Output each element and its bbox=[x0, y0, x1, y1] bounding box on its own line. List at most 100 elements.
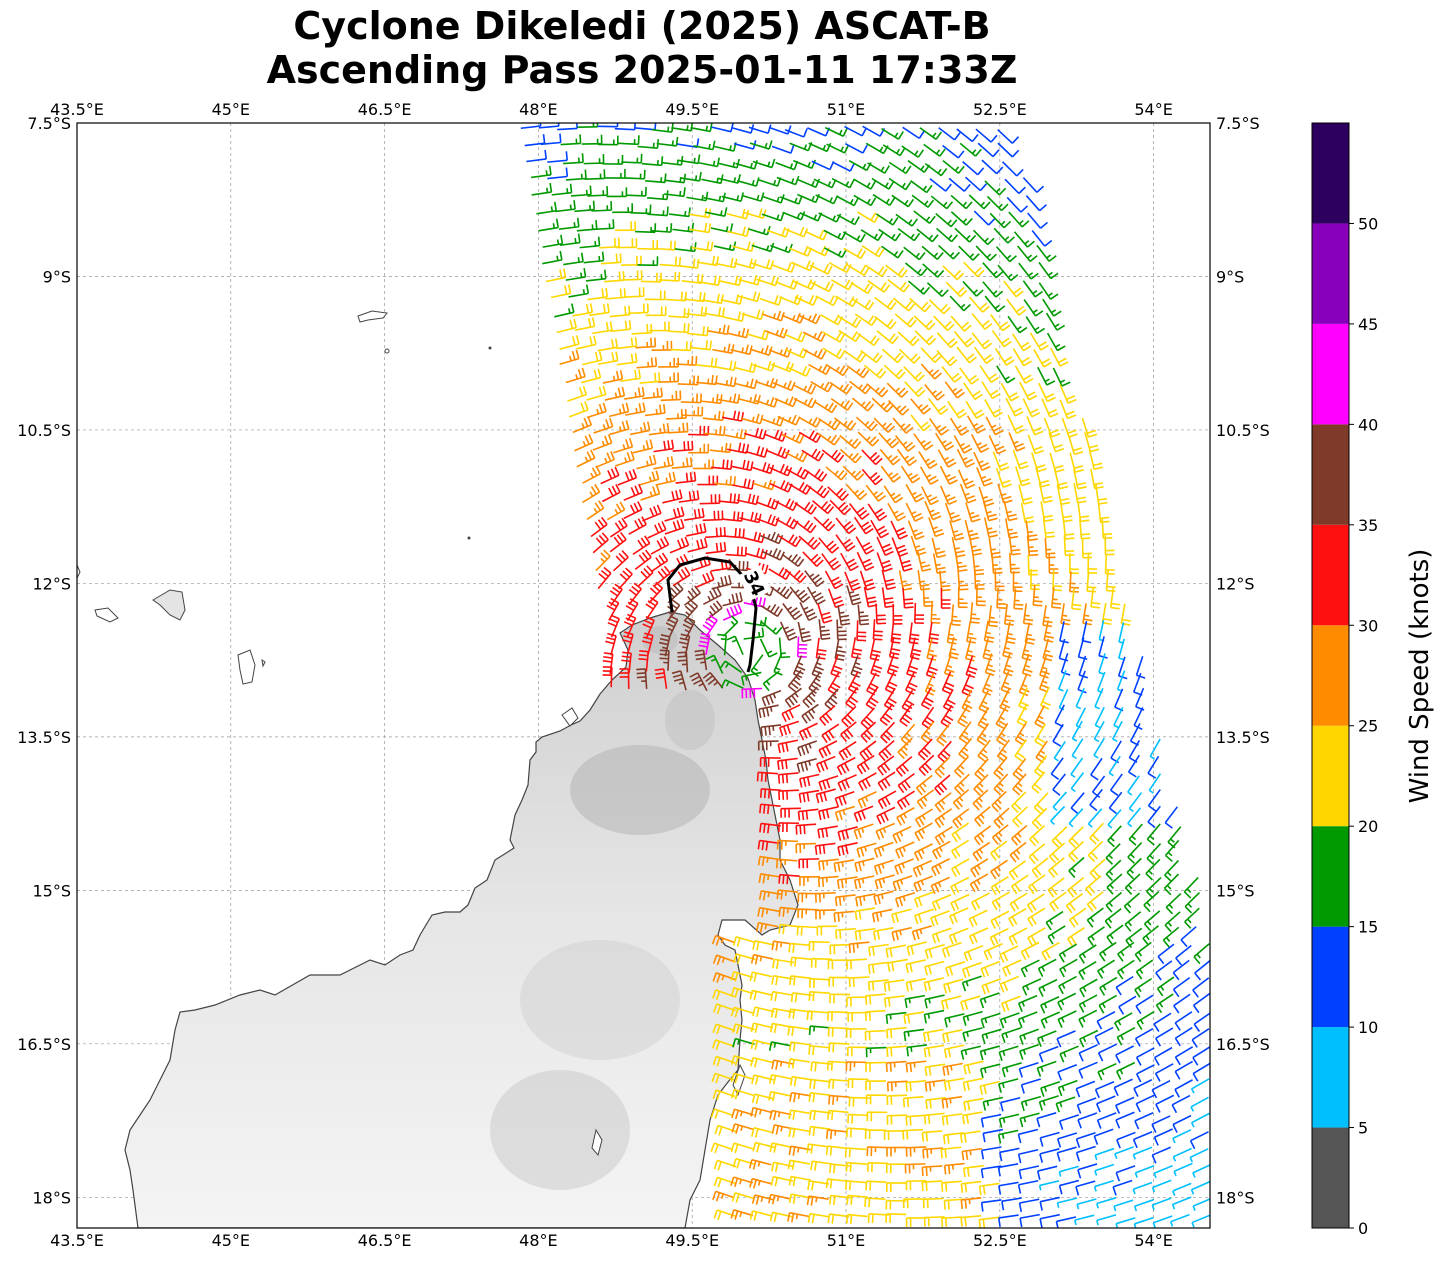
wind-barb bbox=[557, 123, 578, 131]
barb-flag bbox=[737, 494, 740, 504]
barb-half-flag bbox=[670, 593, 675, 598]
barb-staff bbox=[965, 400, 978, 419]
barb-flag bbox=[638, 369, 642, 379]
barb-flag bbox=[717, 633, 727, 637]
barb-flag bbox=[856, 489, 865, 498]
barb-staff bbox=[1058, 638, 1066, 659]
barb-flag bbox=[607, 632, 617, 637]
barb-flag bbox=[929, 215, 936, 224]
barb-staff bbox=[689, 213, 710, 219]
barb-flag bbox=[947, 637, 958, 641]
wind-barb bbox=[971, 332, 993, 350]
wind-barb bbox=[554, 303, 575, 318]
barb-staff bbox=[905, 502, 916, 522]
barb-staff bbox=[984, 399, 996, 418]
barb-flag bbox=[588, 318, 592, 328]
barb-flag bbox=[764, 564, 769, 574]
barb-flag bbox=[628, 320, 632, 330]
barb-flag bbox=[687, 590, 695, 599]
wind-barb bbox=[796, 636, 808, 658]
barb-flag bbox=[756, 547, 761, 557]
barb-staff bbox=[743, 602, 764, 608]
barb-flag bbox=[1065, 410, 1075, 416]
barb-flag bbox=[805, 367, 811, 377]
barb-half-flag bbox=[928, 369, 934, 374]
barb-flag bbox=[779, 586, 787, 595]
barb-half-flag bbox=[1010, 545, 1016, 548]
barb-flag bbox=[892, 216, 899, 226]
barb-flag bbox=[756, 772, 759, 782]
barb-half-flag bbox=[933, 252, 939, 258]
wind-barb bbox=[551, 183, 573, 196]
islet-c bbox=[467, 536, 471, 540]
wind-barb bbox=[907, 520, 925, 541]
wind-barb bbox=[709, 442, 732, 454]
barb-flag bbox=[922, 424, 931, 432]
barb-flag bbox=[849, 162, 856, 172]
wind-barb bbox=[859, 570, 876, 591]
barb-flag bbox=[870, 317, 878, 326]
barb-staff bbox=[979, 365, 992, 383]
wind-barb bbox=[642, 632, 654, 656]
barb-flag bbox=[931, 234, 939, 243]
barb-flag bbox=[663, 536, 670, 545]
wind-barb bbox=[973, 451, 991, 472]
barb-staff bbox=[749, 142, 770, 150]
wind-barb bbox=[762, 670, 780, 692]
barb-flag bbox=[941, 289, 949, 297]
barb-flag bbox=[718, 306, 722, 317]
barb-flag bbox=[695, 657, 705, 661]
wind-barb bbox=[918, 451, 938, 470]
barb-flag bbox=[609, 618, 618, 624]
barb-flag bbox=[638, 403, 642, 413]
wind-barb bbox=[739, 511, 762, 524]
wind-barb bbox=[797, 313, 821, 325]
barb-flag bbox=[841, 248, 848, 258]
barb-flag bbox=[869, 451, 878, 460]
wind-barb bbox=[867, 503, 888, 522]
barb-flag bbox=[1065, 537, 1075, 540]
barb-half-flag bbox=[920, 287, 925, 293]
barb-half-flag bbox=[1047, 292, 1053, 297]
wind-barb bbox=[586, 385, 607, 401]
barb-flag bbox=[643, 568, 651, 576]
barb-flag bbox=[703, 522, 707, 533]
wind-barb bbox=[892, 297, 916, 312]
barb-flag bbox=[835, 348, 842, 357]
barb-flag bbox=[758, 208, 763, 218]
barb-half-flag bbox=[798, 662, 804, 666]
wind-barb bbox=[759, 638, 778, 658]
barb-flag bbox=[908, 303, 916, 312]
barb-flag bbox=[852, 601, 862, 606]
barb-flag bbox=[625, 402, 630, 412]
barb-flag bbox=[920, 421, 929, 429]
barb-staff bbox=[520, 125, 541, 130]
barb-flag bbox=[1003, 340, 1012, 348]
barb-flag bbox=[781, 655, 791, 659]
barb-half-flag bbox=[908, 219, 913, 225]
barb-flag bbox=[884, 422, 893, 431]
wind-barb bbox=[1059, 399, 1077, 420]
barb-flag bbox=[1078, 656, 1088, 661]
barb-flag bbox=[622, 271, 625, 281]
barb-staff bbox=[1023, 299, 1037, 317]
wind-barb bbox=[1101, 602, 1113, 626]
barb-half-flag bbox=[737, 330, 741, 337]
wind-barb bbox=[923, 143, 946, 157]
wind-barb bbox=[576, 449, 596, 468]
barb-flag bbox=[1081, 533, 1091, 536]
barb-half-flag bbox=[1006, 254, 1012, 260]
wind-barb bbox=[782, 603, 803, 621]
barb-flag bbox=[737, 603, 743, 613]
barb-flag bbox=[815, 595, 824, 602]
barb-flag bbox=[1015, 290, 1024, 298]
islet-a bbox=[384, 348, 390, 354]
barb-half-flag bbox=[729, 145, 732, 151]
barb-staff bbox=[766, 229, 787, 238]
barb-flag bbox=[1011, 548, 1021, 552]
barb-half-flag bbox=[708, 610, 714, 616]
wind-barb bbox=[905, 671, 918, 695]
barb-flag bbox=[817, 599, 826, 606]
wind-barb bbox=[942, 144, 965, 159]
barb-flag bbox=[759, 804, 762, 814]
